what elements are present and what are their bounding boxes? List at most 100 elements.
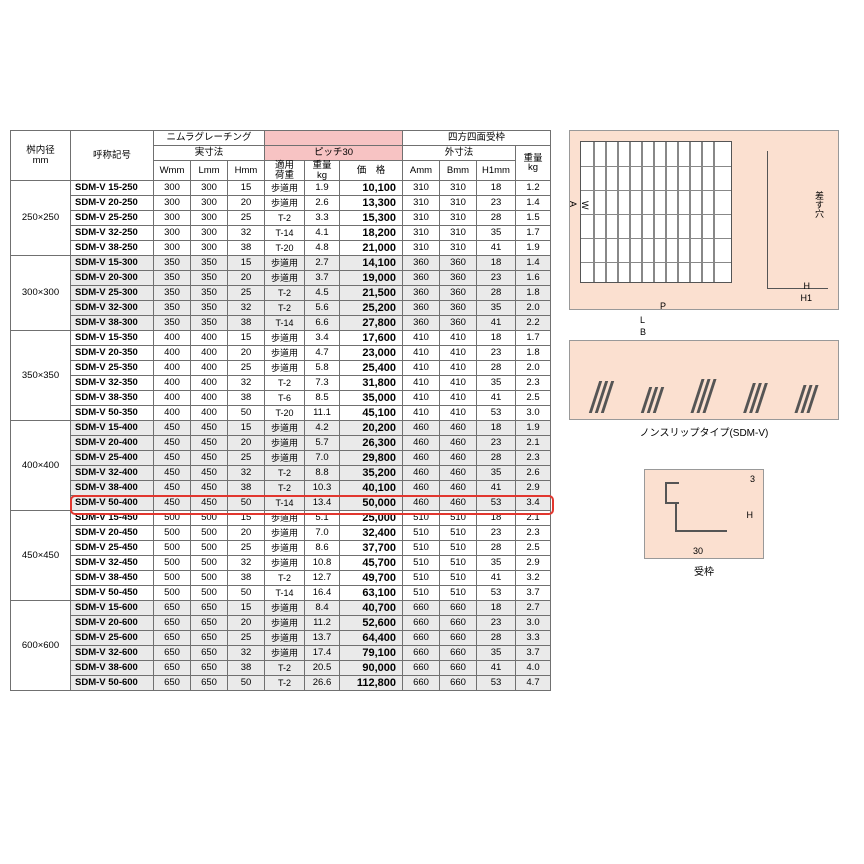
table-row: SDM-V 20-35040040020歩道用4.723,00041041023… bbox=[11, 346, 551, 361]
dim-B: B bbox=[640, 327, 646, 337]
cell-model: SDM-V 50-400 bbox=[71, 496, 154, 511]
hdr-H: Hmm bbox=[228, 161, 265, 181]
hdr-W: Wmm bbox=[154, 161, 191, 181]
cell-price: 15,300 bbox=[340, 211, 403, 226]
table-row: SDM-V 38-30035035038T-146.627,8003603604… bbox=[11, 316, 551, 331]
hdr-outer: 外寸法 bbox=[403, 146, 516, 161]
table-row: SDM-V 38-25030030038T-204.821,0003103104… bbox=[11, 241, 551, 256]
table-row: SDM-V 32-35040040032T-27.331,80041041035… bbox=[11, 376, 551, 391]
cell-model: SDM-V 15-600 bbox=[71, 601, 154, 616]
table-row: SDM-V 32-25030030032T-144.118,2003103103… bbox=[11, 226, 551, 241]
cell-price: 27,800 bbox=[340, 316, 403, 331]
cell-price: 112,800 bbox=[340, 676, 403, 691]
frame-section: 差す穴 H H1 bbox=[742, 141, 828, 299]
cell-model: SDM-V 32-450 bbox=[71, 556, 154, 571]
dim-H: H bbox=[804, 281, 811, 291]
table-row: 300×300SDM-V 15-30035035015歩道用2.714,1003… bbox=[11, 256, 551, 271]
hdr-A: Amm bbox=[403, 161, 440, 181]
diagram-bot: 30 3 H bbox=[644, 469, 764, 559]
hdr-grating: ニムラグレーチング bbox=[154, 131, 265, 146]
cell-model: SDM-V 15-300 bbox=[71, 256, 154, 271]
cell-model: SDM-V 32-250 bbox=[71, 226, 154, 241]
table-row: 400×400SDM-V 15-40045045015歩道用4.220,2004… bbox=[11, 421, 551, 436]
cell-model: SDM-V 25-350 bbox=[71, 361, 154, 376]
diagram-mid bbox=[569, 340, 839, 420]
hdr-L: Lmm bbox=[191, 161, 228, 181]
cell-model: SDM-V 15-250 bbox=[71, 181, 154, 196]
cell-model: SDM-V 20-250 bbox=[71, 196, 154, 211]
hdr-B: Bmm bbox=[440, 161, 477, 181]
cell-model: SDM-V 32-600 bbox=[71, 646, 154, 661]
table-row: SDM-V 38-60065065038T-220.590,0006606604… bbox=[11, 661, 551, 676]
cell-price: 50,000 bbox=[340, 496, 403, 511]
cell-price: 45,100 bbox=[340, 406, 403, 421]
cell-price: 35,200 bbox=[340, 466, 403, 481]
slat-group bbox=[748, 383, 763, 413]
cell-price: 17,600 bbox=[340, 331, 403, 346]
hdr-actual: 実寸法 bbox=[154, 146, 265, 161]
caption-bot: 受枠 bbox=[569, 563, 839, 578]
hdr-inner: 桝内径mm bbox=[11, 131, 71, 181]
cell-price: 21,000 bbox=[340, 241, 403, 256]
cell-price: 40,100 bbox=[340, 481, 403, 496]
cell-model: SDM-V 25-250 bbox=[71, 211, 154, 226]
cell-model: SDM-V 25-450 bbox=[71, 541, 154, 556]
table-row: SDM-V 32-45050050032歩道用10.845,7005105103… bbox=[11, 556, 551, 571]
slat-group bbox=[696, 379, 711, 413]
diagram-panel: A W L B P 差す穴 H H1 ノンスリップタイプ(SDM-V) 30 3 bbox=[569, 130, 839, 691]
cell-price: 79,100 bbox=[340, 646, 403, 661]
table-row: SDM-V 20-40045045020歩道用5.726,30046046023… bbox=[11, 436, 551, 451]
cell-model: SDM-V 32-350 bbox=[71, 376, 154, 391]
table-row: 450×450SDM-V 15-45050050015歩道用5.125,0005… bbox=[11, 511, 551, 526]
cell-price: 64,400 bbox=[340, 631, 403, 646]
slat-group bbox=[594, 381, 609, 413]
diagram-top: A W L B P 差す穴 H H1 bbox=[569, 130, 839, 310]
cell-model: SDM-V 38-450 bbox=[71, 571, 154, 586]
cell-price: 21,500 bbox=[340, 286, 403, 301]
cell-price: 31,800 bbox=[340, 376, 403, 391]
hdr-price: 価 格 bbox=[340, 161, 403, 181]
cell-price: 10,100 bbox=[340, 181, 403, 196]
cell-price: 25,400 bbox=[340, 361, 403, 376]
table-row: 350×350SDM-V 15-35040040015歩道用3.417,6004… bbox=[11, 331, 551, 346]
cell-model: SDM-V 38-350 bbox=[71, 391, 154, 406]
dim-A: A bbox=[568, 201, 578, 207]
cell-model: SDM-V 32-300 bbox=[71, 301, 154, 316]
slat-group bbox=[645, 387, 660, 413]
cell-model: SDM-V 20-400 bbox=[71, 436, 154, 451]
cell-model: SDM-V 20-300 bbox=[71, 271, 154, 286]
table-row: SDM-V 38-35040040038T-68.535,00041041041… bbox=[11, 391, 551, 406]
cell-model: SDM-V 38-400 bbox=[71, 481, 154, 496]
table-row: SDM-V 38-40045045038T-210.340,1004604604… bbox=[11, 481, 551, 496]
hdr-model: 呼称記号 bbox=[71, 131, 154, 181]
cell-model: SDM-V 25-400 bbox=[71, 451, 154, 466]
cell-inner: 350×350 bbox=[11, 331, 71, 421]
cell-price: 49,700 bbox=[340, 571, 403, 586]
cell-price: 45,700 bbox=[340, 556, 403, 571]
cell-price: 63,100 bbox=[340, 586, 403, 601]
grating-plan bbox=[580, 141, 732, 283]
cell-inner: 250×250 bbox=[11, 181, 71, 256]
table-row: SDM-V 50-35040040050T-2011.145,100410410… bbox=[11, 406, 551, 421]
cell-model: SDM-V 38-300 bbox=[71, 316, 154, 331]
cell-model: SDM-V 38-600 bbox=[71, 661, 154, 676]
cell-price: 37,700 bbox=[340, 541, 403, 556]
table-row: SDM-V 32-60065065032歩道用17.479,1006606603… bbox=[11, 646, 551, 661]
table-row: SDM-V 20-60065065020歩道用11.252,6006606602… bbox=[11, 616, 551, 631]
cell-model: SDM-V 38-250 bbox=[71, 241, 154, 256]
dim-hole: 差す穴 bbox=[813, 191, 826, 218]
cell-price: 29,800 bbox=[340, 451, 403, 466]
dim-L: L bbox=[640, 315, 645, 325]
table-row: 250×250SDM-V 15-25030030015歩道用1.910,1003… bbox=[11, 181, 551, 196]
table-row: SDM-V 38-45050050038T-212.749,7005105104… bbox=[11, 571, 551, 586]
cell-model: SDM-V 25-600 bbox=[71, 631, 154, 646]
cell-price: 32,400 bbox=[340, 526, 403, 541]
cell-price: 14,100 bbox=[340, 256, 403, 271]
table-row: SDM-V 25-30035035025T-24.521,50036036028… bbox=[11, 286, 551, 301]
table-row: SDM-V 50-40045045050T-1413.450,000460460… bbox=[11, 496, 551, 511]
cell-inner: 300×300 bbox=[11, 256, 71, 331]
cell-inner: 600×600 bbox=[11, 601, 71, 691]
diagram-bot-wrap: 30 3 H 受枠 bbox=[569, 469, 839, 578]
hdr-kg2: 重量kg bbox=[516, 146, 551, 181]
table-row: SDM-V 25-40045045025歩道用7.029,80046046028… bbox=[11, 451, 551, 466]
